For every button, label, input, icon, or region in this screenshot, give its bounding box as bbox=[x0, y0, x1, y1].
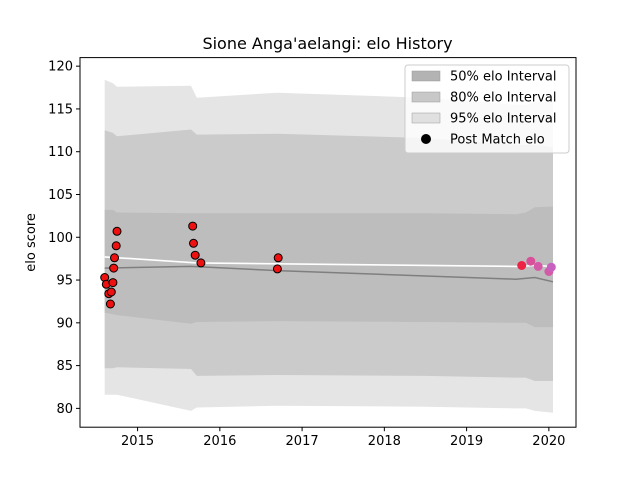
legend-label: 80% elo Interval bbox=[450, 91, 557, 106]
post-match-point bbox=[526, 256, 536, 266]
post-match-point bbox=[108, 278, 118, 288]
legend-swatch bbox=[411, 112, 441, 124]
post-match-point bbox=[533, 261, 543, 271]
y-axis: 80 85 90 95 100 105 110 115 120 bbox=[48, 60, 80, 417]
y-tick-label: 120 bbox=[48, 60, 73, 75]
x-tick-label: 2019 bbox=[450, 434, 483, 449]
band-3 bbox=[104, 206, 553, 328]
post-match-point bbox=[546, 262, 556, 272]
y-tick-label: 85 bbox=[56, 359, 73, 374]
post-match-point bbox=[188, 221, 198, 231]
post-match-point bbox=[272, 264, 282, 274]
y-tick-label: 110 bbox=[48, 145, 73, 160]
legend-label: Post Match elo bbox=[450, 133, 545, 148]
post-match-point bbox=[273, 253, 283, 263]
legend-label: 50% elo Interval bbox=[450, 70, 557, 85]
x-tick-label: 2018 bbox=[368, 434, 401, 449]
legend-label: 95% elo Interval bbox=[450, 112, 557, 127]
x-tick-label: 2020 bbox=[532, 434, 565, 449]
plot-area-frame bbox=[79, 57, 577, 428]
interval-bands bbox=[104, 79, 553, 413]
post-match-point bbox=[110, 253, 119, 263]
chart-title: Sione Anga'aelangi: elo History bbox=[202, 34, 452, 53]
y-tick-label: 95 bbox=[56, 274, 73, 289]
post-match-points bbox=[100, 221, 556, 309]
y-tick-label: 80 bbox=[56, 402, 73, 417]
post-match-point bbox=[105, 299, 115, 309]
median-line bbox=[104, 265, 554, 283]
post-match-point bbox=[111, 241, 121, 251]
x-tick-label: 2016 bbox=[203, 434, 236, 449]
post-match-point bbox=[196, 258, 206, 268]
legend-swatch bbox=[411, 91, 441, 103]
legend-swatch bbox=[411, 70, 441, 82]
post-match-point bbox=[190, 250, 200, 260]
post-match-point bbox=[189, 238, 198, 248]
y-tick-label: 90 bbox=[56, 316, 73, 331]
x-tick-label: 2017 bbox=[286, 434, 319, 449]
y-tick-label: 115 bbox=[48, 102, 73, 117]
x-tick-label: 2015 bbox=[121, 434, 154, 449]
x-axis: 2015 2016 2017 2018 2019 2020 bbox=[121, 427, 565, 449]
legend-box bbox=[404, 64, 570, 154]
y-axis-label: elo score bbox=[24, 213, 39, 272]
post-match-point bbox=[109, 263, 119, 273]
post-match-point bbox=[106, 287, 116, 297]
legend-marker bbox=[421, 134, 431, 144]
legend: 50% elo Interval 80% elo Interval 95% elo … bbox=[404, 64, 570, 154]
y-tick-label: 100 bbox=[48, 231, 73, 246]
post-match-point bbox=[112, 226, 122, 236]
post-match-point bbox=[517, 261, 527, 270]
y-tick-label: 105 bbox=[48, 188, 73, 203]
